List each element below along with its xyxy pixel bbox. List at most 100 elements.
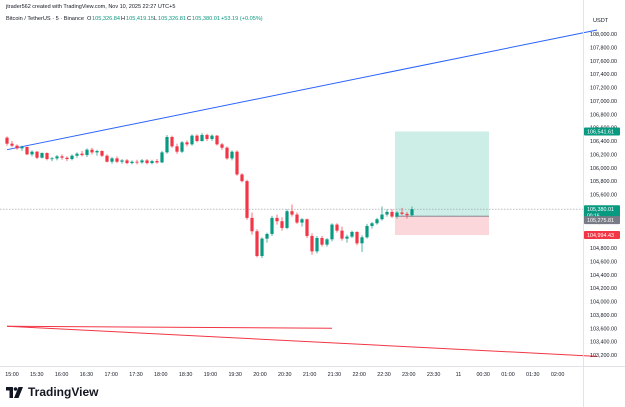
- candle: [370, 221, 374, 229]
- candle-body: [270, 217, 274, 234]
- candle-body: [195, 135, 199, 141]
- candle: [285, 209, 289, 230]
- candle-body: [160, 152, 164, 163]
- candle: [325, 237, 329, 247]
- candle-body: [295, 214, 299, 223]
- target-price-label-bg: [584, 127, 620, 136]
- price-tick-label: 105,800.00: [590, 179, 617, 185]
- symbol-legend[interactable]: Bitcoin / TetherUS · 5 · Binance O 105,3…: [6, 16, 263, 22]
- candle-body: [410, 209, 414, 216]
- candle-body: [60, 156, 64, 158]
- candle: [320, 235, 324, 247]
- trendline[interactable]: [6, 325, 333, 329]
- price-tick-label: 108,000.00: [590, 32, 617, 38]
- candle-body: [400, 212, 404, 214]
- candle: [375, 217, 379, 225]
- candle: [315, 235, 319, 254]
- time-tick-label: 20:00: [253, 372, 267, 378]
- candle: [290, 204, 294, 217]
- candle: [410, 206, 414, 217]
- candle: [5, 136, 9, 146]
- candle: [55, 155, 59, 161]
- time-tick-label: 16:30: [80, 372, 94, 378]
- candle: [405, 211, 409, 219]
- price-tick-label: 103,400.00: [590, 340, 617, 346]
- time-tick-label: 23:00: [402, 372, 416, 378]
- candle-body: [95, 151, 99, 153]
- candle-body: [170, 136, 174, 147]
- long-position-tool[interactable]: [0, 131, 583, 235]
- candle: [255, 229, 259, 258]
- candle: [130, 160, 134, 165]
- trendlines[interactable]: [6, 29, 598, 357]
- candle-body: [350, 231, 354, 237]
- candle: [235, 150, 239, 176]
- candle: [355, 231, 359, 246]
- price-tick-label: 106,200.00: [590, 152, 617, 158]
- ohlc-close-label: C: [187, 16, 191, 22]
- candle-body: [380, 214, 384, 220]
- candle-body: [340, 230, 344, 239]
- candle: [310, 233, 314, 255]
- candle: [135, 159, 139, 165]
- candle-body: [120, 160, 124, 162]
- tradingview-logo[interactable]: TradingView: [6, 385, 98, 399]
- candle: [65, 156, 69, 162]
- candle: [270, 215, 274, 236]
- price-tick-label: 103,800.00: [590, 313, 617, 319]
- stop-price-label-bg: [584, 230, 620, 239]
- candle-body: [365, 225, 369, 238]
- candle: [100, 150, 104, 158]
- candle-body: [145, 160, 149, 164]
- candle: [90, 147, 94, 155]
- candle: [30, 150, 34, 157]
- candle-body: [390, 211, 394, 217]
- candle-body: [40, 153, 44, 158]
- candle-body: [150, 161, 154, 164]
- time-tick-label: 02:00: [551, 372, 565, 378]
- candle-body: [305, 219, 309, 236]
- candle-body: [280, 221, 284, 228]
- time-tick-label: 18:30: [179, 372, 193, 378]
- candle-body: [215, 135, 219, 145]
- candle: [40, 152, 44, 159]
- candle-body: [70, 155, 74, 160]
- candle-body: [115, 158, 119, 162]
- candle: [205, 133, 209, 141]
- price-tick-label: 105,600.00: [590, 193, 617, 199]
- price-tick-label: 107,000.00: [590, 99, 617, 105]
- candle: [105, 154, 109, 163]
- target-price-label: 106,541.61: [587, 130, 614, 136]
- time-tick-label: 23:30: [427, 372, 441, 378]
- candle: [195, 134, 199, 143]
- candle: [265, 232, 269, 243]
- candle: [220, 143, 224, 150]
- candle: [80, 151, 84, 157]
- symbol-title[interactable]: Bitcoin / TetherUS · 5 · Binance: [6, 16, 84, 22]
- candle-body: [85, 149, 89, 156]
- candle-body: [220, 144, 224, 148]
- time-tick-label: 00:30: [476, 372, 490, 378]
- price-tick-label: 107,600.00: [590, 59, 617, 65]
- price-tick-label: 103,200.00: [590, 353, 617, 359]
- time-tick-label: 21:00: [303, 372, 317, 378]
- time-tick-label: 22:30: [377, 372, 391, 378]
- ohlc-high-label: H: [121, 16, 125, 22]
- price-tick-label: 104,200.00: [590, 286, 617, 292]
- candle-body: [245, 181, 249, 218]
- ohlc-open-value: 105,326.84: [92, 16, 120, 22]
- candle: [330, 223, 334, 242]
- profit-zone[interactable]: [395, 131, 489, 217]
- time-tick-label: 17:30: [129, 372, 143, 378]
- currency-label: USDT: [593, 18, 609, 24]
- stop-loss-zone[interactable]: [395, 216, 489, 235]
- trendline[interactable]: [6, 29, 598, 151]
- candle: [150, 159, 154, 165]
- candle: [340, 226, 344, 241]
- candle-body: [30, 151, 34, 155]
- trendline[interactable]: [6, 325, 598, 357]
- candle: [210, 134, 214, 141]
- ohlc-high-value: 105,419.15: [126, 16, 154, 22]
- candle-body: [300, 219, 304, 223]
